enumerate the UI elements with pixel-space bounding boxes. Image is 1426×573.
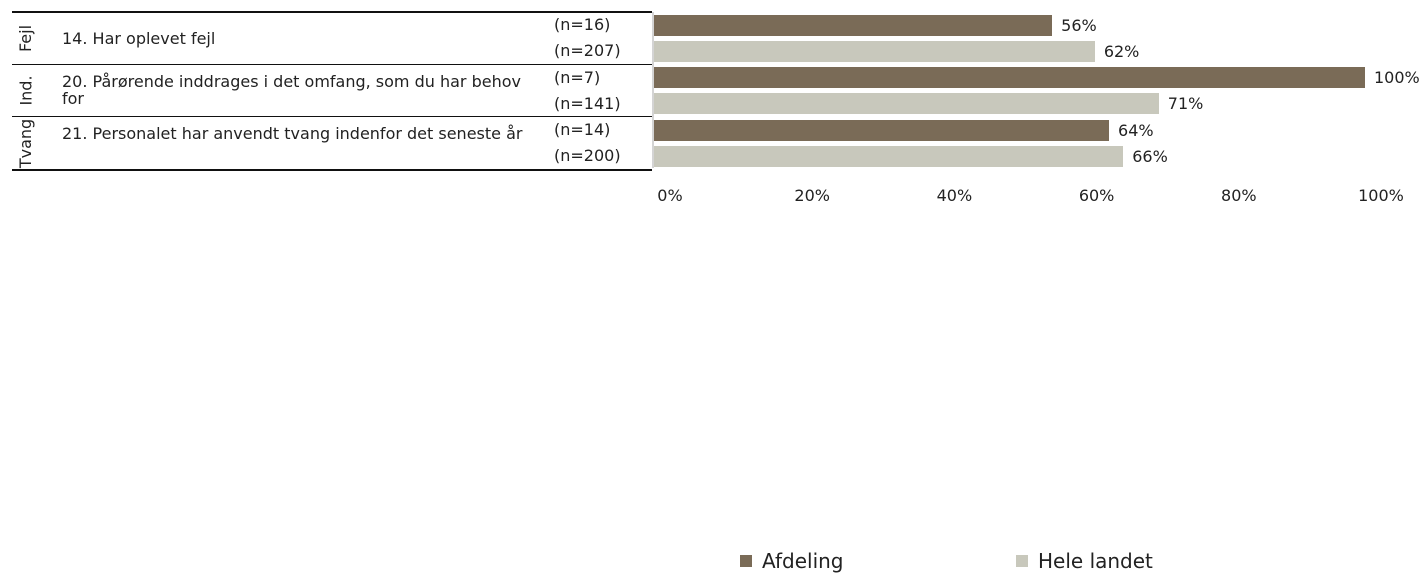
category-label-text: Fejl (16, 24, 36, 52)
x-tick-label: 20% (794, 186, 830, 205)
x-tick-label: 60% (1078, 186, 1115, 205)
legend-label-afdeling: Afdeling (762, 549, 844, 573)
n-count-label: (n=200) (554, 146, 621, 166)
n-count-label: (n=14) (554, 120, 611, 139)
bar-value-label: 64% (1118, 120, 1154, 140)
category-label-text: Ind. (16, 75, 36, 106)
bar-value-label: 56% (1061, 15, 1097, 35)
category-label: Fejl (0, 12, 52, 65)
category-label: Tvang (0, 117, 52, 170)
category-label-text: Tvang (16, 118, 36, 168)
x-tick-label: 100% (1358, 186, 1404, 205)
question-label: 20. Pårørende inddrages i det omfang, so… (62, 71, 521, 108)
n-count-label: (n=141) (554, 93, 621, 113)
category-label: Ind. (0, 65, 52, 118)
n-count-label: (n=16) (554, 15, 611, 34)
bar-afdeling (654, 119, 1110, 141)
table-top-rule (12, 11, 652, 13)
legend-item-hele-landet: Hele landet (1016, 549, 1153, 573)
group-divider (12, 116, 652, 117)
bar-value-label: 71% (1167, 94, 1204, 114)
question-label: 14. Har oplevet fejl (62, 29, 216, 48)
x-tick-label: 0% (657, 186, 683, 205)
question-label: 21. Personalet har anvendt tvang indenfo… (62, 124, 523, 143)
bar-hele-landet (654, 40, 1095, 62)
legend-swatch-hele-landet (1016, 555, 1028, 567)
bar-afdeling (654, 14, 1053, 36)
bar-hele-landet (654, 145, 1124, 167)
bar-value-label: 100% (1374, 68, 1420, 88)
table-bottom-rule (12, 169, 652, 171)
y-axis-line (652, 12, 654, 168)
n-count-label: (n=7) (554, 67, 601, 87)
row-group: Tvang 21. Personalet har anvendt tvang in… (0, 117, 652, 170)
n-count-label: (n=207) (554, 41, 621, 61)
legend-item-afdeling: Afdeling (740, 549, 844, 573)
bar-value-label: 66% (1132, 146, 1168, 166)
x-tick-label: 80% (1221, 186, 1257, 205)
row-group: Ind. 20. Pårørende inddrages i det omfang… (0, 65, 652, 118)
x-tick-label: 40% (936, 186, 973, 205)
group-divider (12, 63, 652, 65)
bar-value-label: 62% (1103, 41, 1140, 61)
bar-hele-landet (654, 93, 1159, 115)
legend-label-hele-landet: Hele landet (1038, 549, 1153, 573)
legend-swatch-afdeling (740, 555, 752, 567)
row-group: Fejl 14. Har oplevet fejl (n=16) (n=207) (0, 12, 652, 65)
bar-afdeling (654, 67, 1365, 89)
